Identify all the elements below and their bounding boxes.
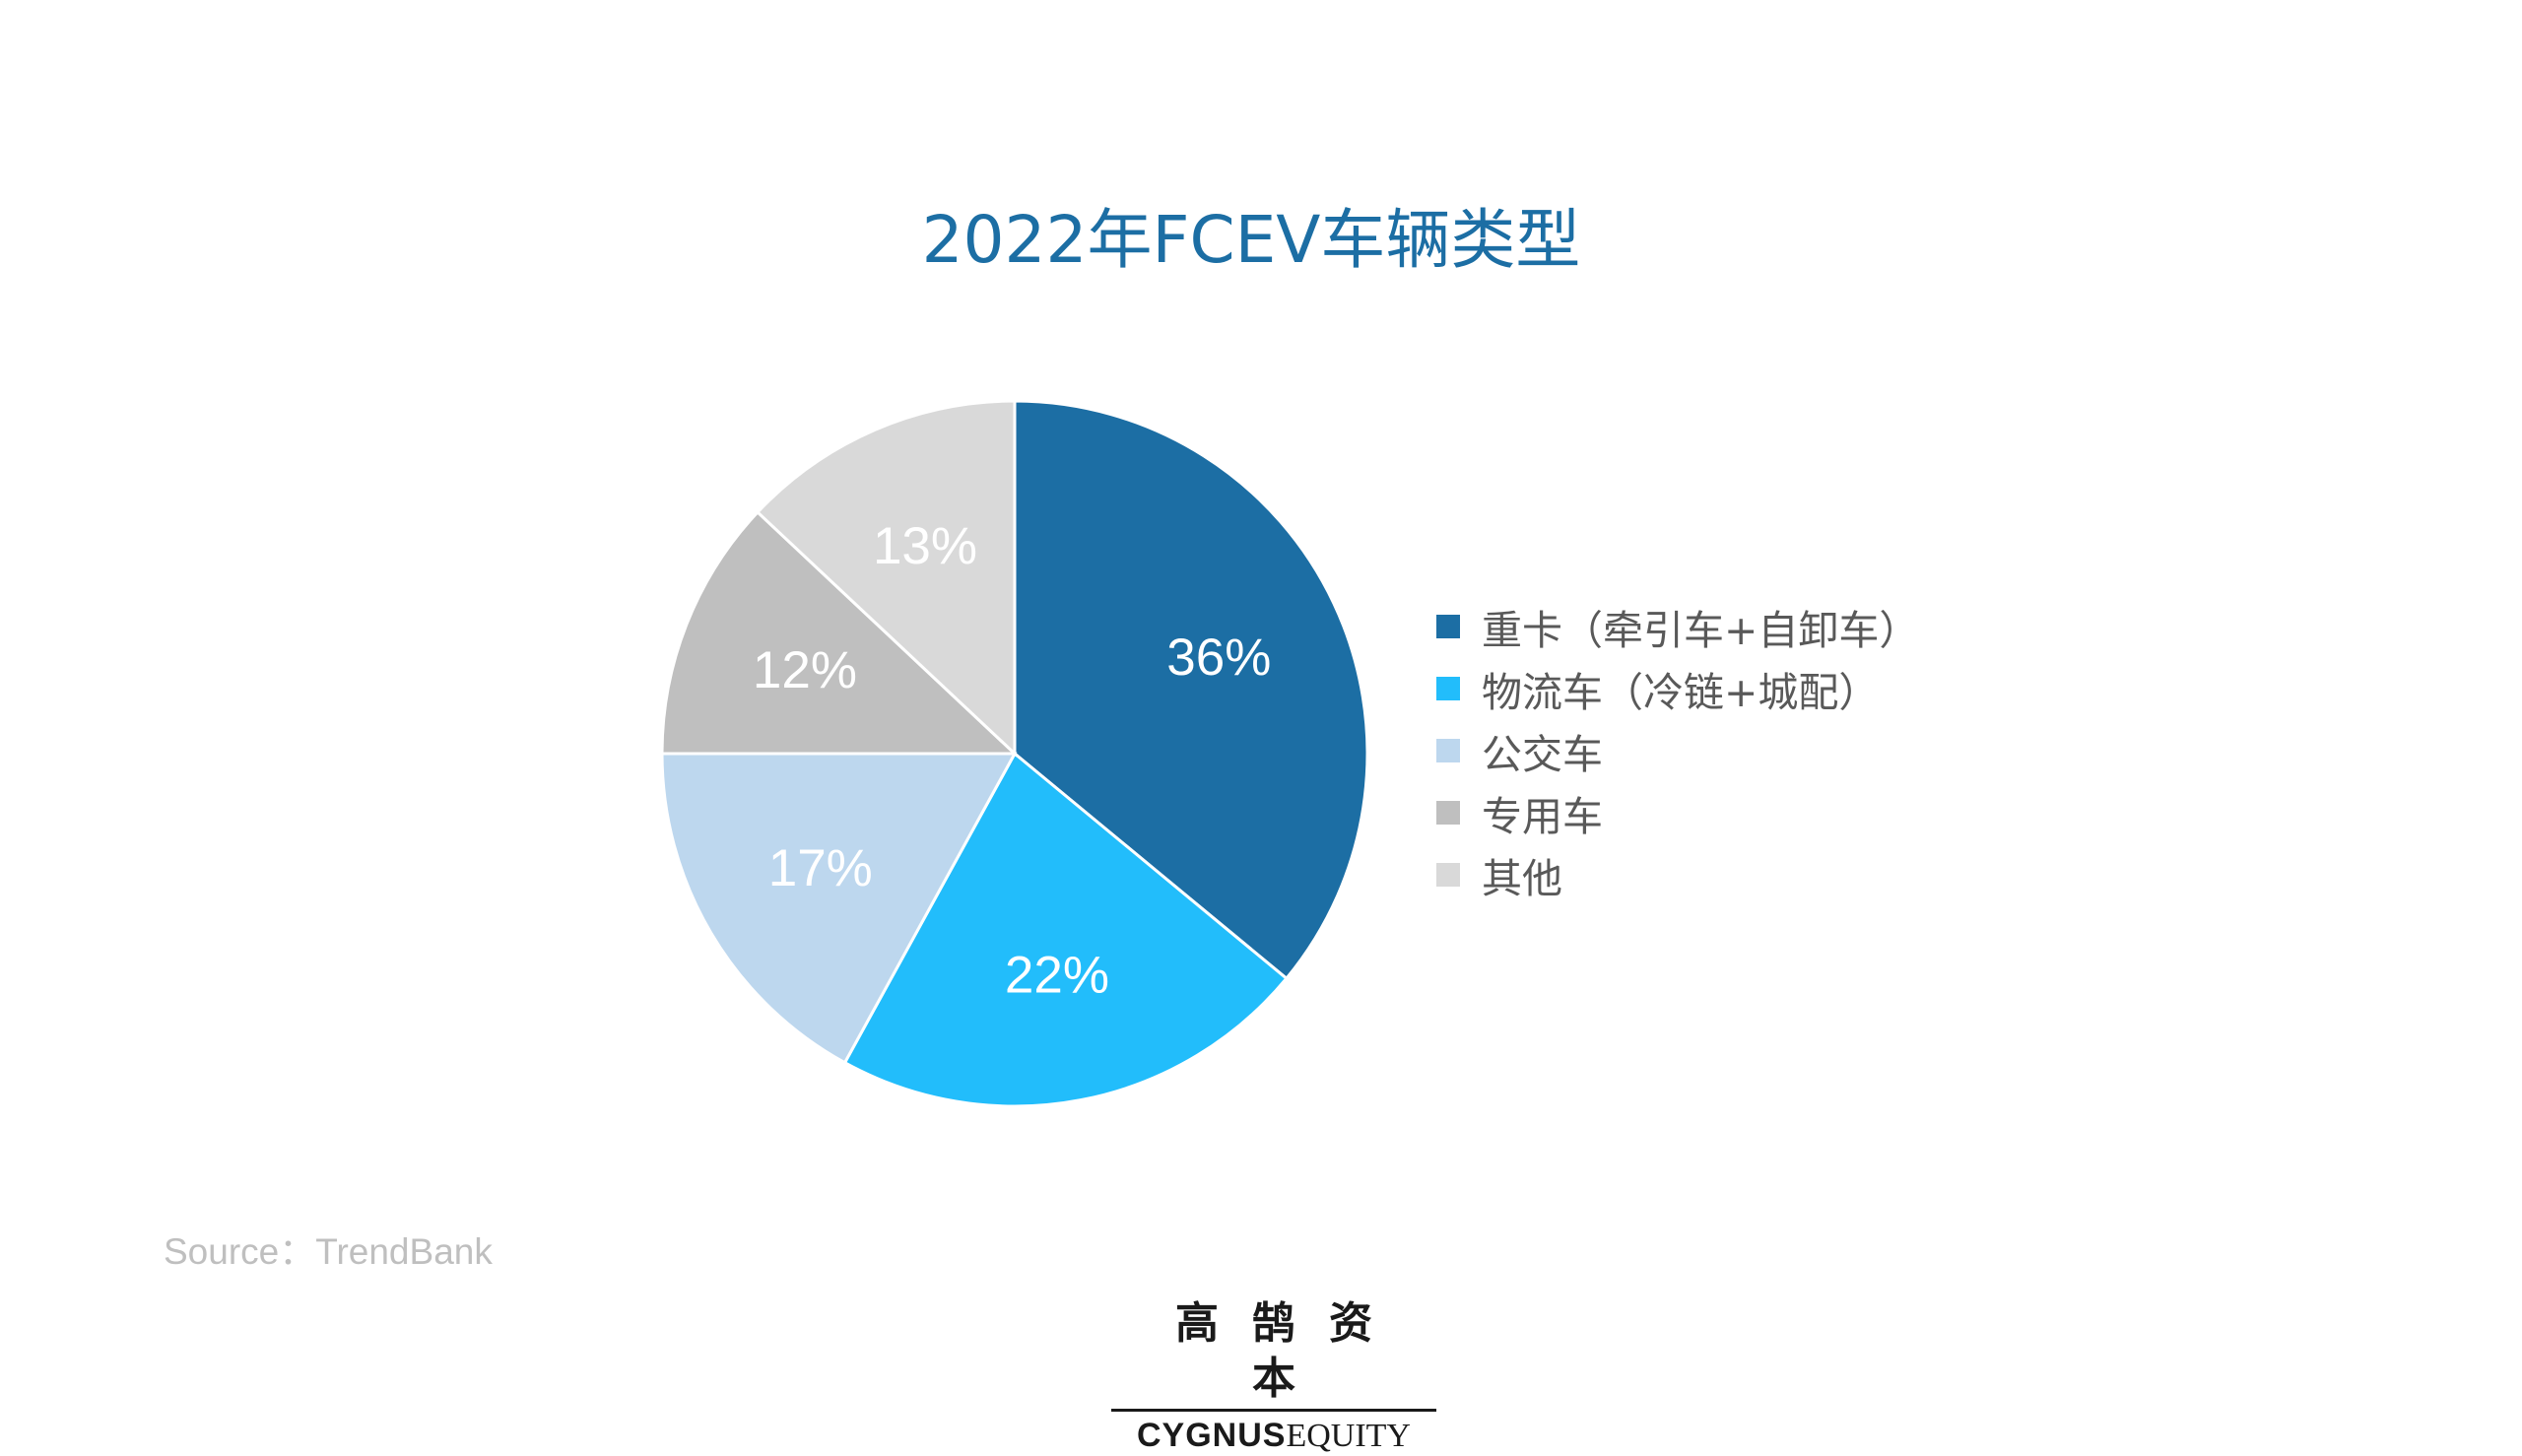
legend-label: 重卡（牵引车+自卸车） bbox=[1482, 606, 1920, 654]
pie-slice-label: 17% bbox=[768, 839, 873, 897]
legend-swatch bbox=[1436, 614, 1460, 638]
source-note: Source：TrendBank bbox=[164, 1231, 493, 1272]
pie-slice bbox=[660, 752, 1018, 1065]
legend-swatch bbox=[1436, 800, 1460, 825]
legend-swatch bbox=[1436, 738, 1460, 762]
legend-label: 物流车（冷链+城配） bbox=[1482, 668, 1880, 716]
pie-slice-label: 36% bbox=[1166, 629, 1271, 687]
legend-label: 公交车 bbox=[1482, 730, 1603, 778]
pie-slice-label: 13% bbox=[873, 517, 977, 575]
logo-divider bbox=[1111, 1409, 1436, 1412]
cygnus-equity-logo: 高鹄资本 CYGNUSEQUITY bbox=[1111, 1296, 1436, 1456]
pie-slice-labels: 36% 22% 17% 12% 13% bbox=[753, 517, 1271, 1004]
pie-slice-label: 22% bbox=[1005, 947, 1109, 1005]
legend-label: 专用车 bbox=[1482, 792, 1603, 840]
legend-label: 其他 bbox=[1482, 854, 1562, 902]
legend-swatch bbox=[1436, 676, 1460, 700]
legend-item: 公交车 bbox=[1436, 719, 1919, 781]
logo-english-name: CYGNUSEQUITY bbox=[1111, 1416, 1436, 1456]
pie-slice bbox=[660, 509, 1019, 756]
legend-item: 物流车（冷链+城配） bbox=[1436, 657, 1919, 719]
pie-chart: 36% 22% 17% 12% 13% bbox=[660, 399, 1369, 1108]
chart-legend: 重卡（牵引车+自卸车） 物流车（冷链+城配） 公交车专用车其他 bbox=[1436, 595, 1919, 905]
pie-slice bbox=[1013, 399, 1369, 981]
logo-chinese-name: 高鹄资本 bbox=[1175, 1298, 1406, 1404]
chart-title: 2022年FCEV车辆类型 bbox=[921, 202, 1581, 278]
legend-swatch bbox=[1436, 862, 1460, 887]
pie-slice bbox=[842, 751, 1289, 1108]
logo-english-bold: CYGNUS bbox=[1137, 1417, 1287, 1454]
legend-item: 重卡（牵引车+自卸车） bbox=[1436, 595, 1919, 657]
pie-slice bbox=[755, 399, 1017, 758]
legend-item: 专用车 bbox=[1436, 781, 1919, 843]
pie-slices bbox=[660, 399, 1369, 1108]
logo-english-regular: EQUITY bbox=[1286, 1418, 1411, 1454]
pie-slice-label: 12% bbox=[753, 641, 857, 699]
legend-item: 其他 bbox=[1436, 843, 1919, 905]
